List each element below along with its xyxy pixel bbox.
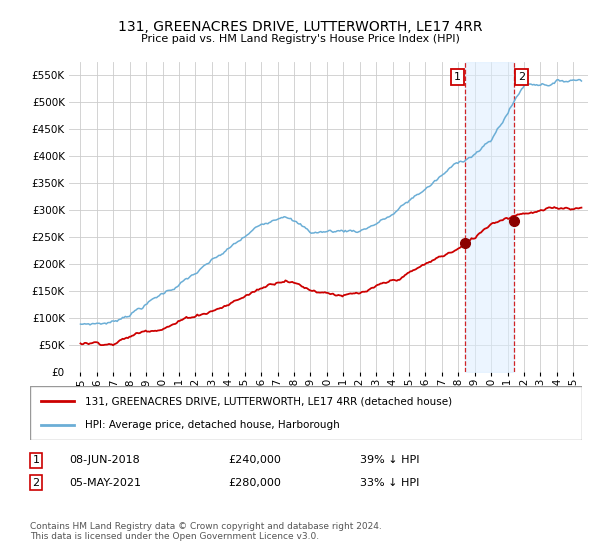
Text: 131, GREENACRES DRIVE, LUTTERWORTH, LE17 4RR: 131, GREENACRES DRIVE, LUTTERWORTH, LE17…	[118, 20, 482, 34]
Text: £280,000: £280,000	[228, 478, 281, 488]
Text: 1: 1	[454, 72, 461, 82]
Text: 1: 1	[32, 455, 40, 465]
FancyBboxPatch shape	[30, 386, 582, 440]
Text: HPI: Average price, detached house, Harborough: HPI: Average price, detached house, Harb…	[85, 419, 340, 430]
Text: 33% ↓ HPI: 33% ↓ HPI	[360, 478, 419, 488]
Text: 39% ↓ HPI: 39% ↓ HPI	[360, 455, 419, 465]
Text: 2: 2	[518, 72, 526, 82]
Text: 05-MAY-2021: 05-MAY-2021	[69, 478, 141, 488]
Text: 131, GREENACRES DRIVE, LUTTERWORTH, LE17 4RR (detached house): 131, GREENACRES DRIVE, LUTTERWORTH, LE17…	[85, 396, 452, 407]
Text: Contains HM Land Registry data © Crown copyright and database right 2024.
This d: Contains HM Land Registry data © Crown c…	[30, 522, 382, 542]
Text: Price paid vs. HM Land Registry's House Price Index (HPI): Price paid vs. HM Land Registry's House …	[140, 34, 460, 44]
Text: 2: 2	[32, 478, 40, 488]
Text: 08-JUN-2018: 08-JUN-2018	[69, 455, 140, 465]
Text: £240,000: £240,000	[228, 455, 281, 465]
